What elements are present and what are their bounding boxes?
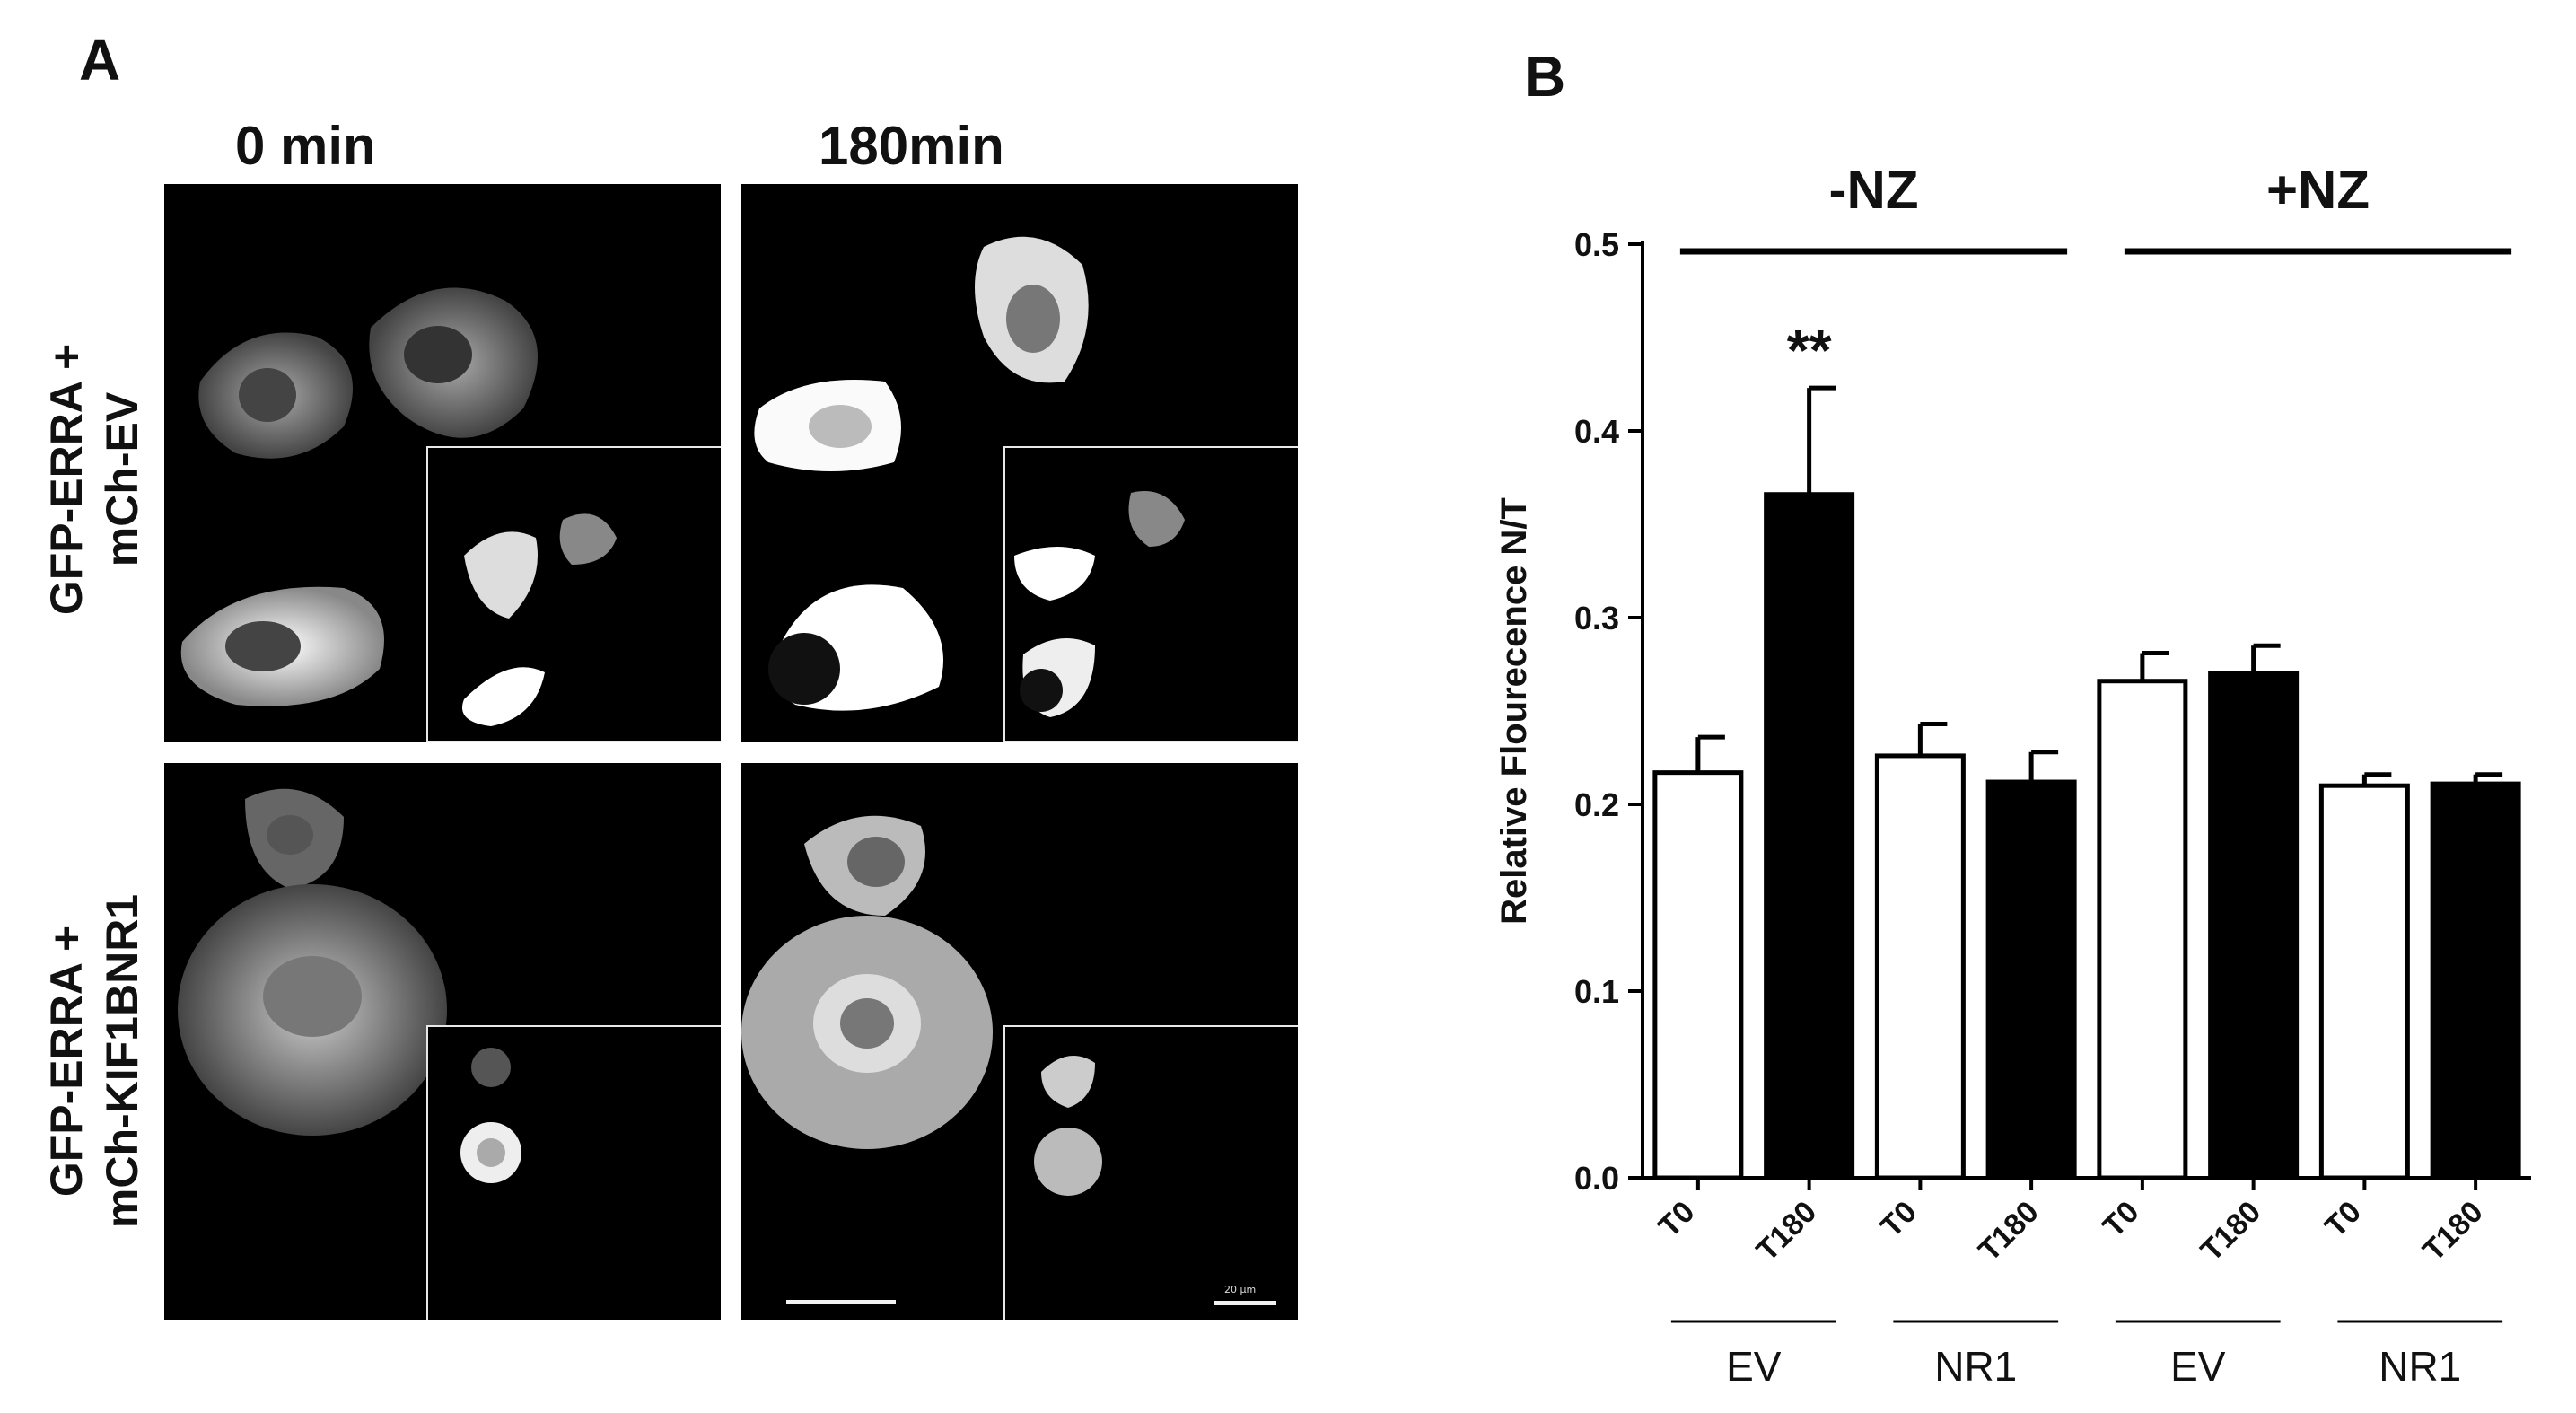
x-tick-label: T0 — [2318, 1195, 2368, 1244]
micrograph-ev-180min — [741, 184, 1298, 742]
column-label-180min: 180min — [819, 116, 1004, 176]
condition-label: -NZ — [1829, 160, 1919, 220]
x-tick-label: T180 — [2416, 1195, 2490, 1268]
row-label-ev: GFP-ERRA + mCh-EV — [39, 300, 150, 659]
micrograph-ev-0min — [164, 184, 721, 742]
bar — [1652, 770, 1744, 1180]
bar — [2208, 671, 2300, 1180]
y-tick-label: 0.0 — [1574, 1160, 1619, 1197]
micrograph-nr1-0min-cells — [178, 788, 447, 1136]
inset-nr1-0min-cells — [460, 1048, 521, 1183]
row-label-ev-line2: mCh-EV — [97, 391, 147, 567]
row-label-nr1: GFP-ERRA + mCh-KIF1BNR1 — [39, 841, 150, 1281]
y-tick-label: 0.5 — [1574, 226, 1619, 263]
bar — [2430, 781, 2521, 1180]
group-label: NR1 — [1934, 1343, 2017, 1390]
inset-ev-0min-cells — [462, 513, 617, 726]
x-tick-label: T180 — [2195, 1195, 2268, 1268]
bar — [1874, 753, 1966, 1180]
condition-label: +NZ — [2266, 160, 2370, 220]
bar — [1764, 492, 1855, 1180]
bar — [2097, 679, 2188, 1180]
inset-nr1-180min: 20 μm — [1003, 1025, 1298, 1320]
y-tick-label: 0.1 — [1574, 973, 1619, 1010]
x-tick-label: T0 — [2097, 1195, 2146, 1244]
x-tick-label: T0 — [1652, 1195, 1702, 1244]
scale-bar-main — [786, 1300, 896, 1304]
x-tick-label: T0 — [1874, 1195, 1923, 1244]
bar — [2318, 783, 2410, 1180]
group-label: EV — [2170, 1343, 2226, 1390]
y-tick-label: 0.3 — [1574, 600, 1619, 636]
micrograph-ev-180min-cells — [754, 236, 1089, 711]
column-label-0min: 0 min — [235, 116, 376, 176]
scale-bar-inset-label: 20 μm — [1224, 1284, 1257, 1295]
panel-letter-a: A — [79, 28, 121, 92]
x-tick-label: T180 — [1750, 1195, 1824, 1268]
row-label-nr1-line1: GFP-ERRA + — [41, 925, 92, 1198]
row-label-nr1-line2: mCh-KIF1BNR1 — [97, 893, 147, 1229]
bar — [1985, 779, 2077, 1180]
micrograph-nr1-180min-cells — [741, 815, 993, 1149]
micrograph-nr1-180min: 20 μm — [741, 763, 1298, 1320]
x-tick-label: T180 — [1972, 1195, 2046, 1268]
group-label: NR1 — [2379, 1343, 2461, 1390]
scale-bar-inset — [1214, 1301, 1276, 1305]
y-axis-label: Relative Flourecence N/T — [1494, 497, 1534, 925]
bar-chart: 0.0 0.1 0.2 0.3 0.4 0.5 Relative Flourecence N… — [1494, 160, 2531, 1390]
y-tick-label: 0.4 — [1574, 413, 1619, 450]
inset-ev-0min — [426, 446, 721, 742]
significance-label: ** — [1787, 318, 1832, 382]
inset-nr1-0min — [426, 1025, 721, 1320]
row-label-ev-line1: GFP-ERRA + — [41, 343, 92, 616]
inset-ev-180min — [1003, 446, 1298, 742]
micrograph-ev-0min-cells — [180, 287, 538, 706]
panel-letter-b: B — [1524, 44, 1566, 109]
inset-ev-180min-cells — [1014, 491, 1185, 717]
micrograph-nr1-0min — [164, 763, 721, 1320]
inset-nr1-180min-cells — [1034, 1056, 1102, 1196]
y-tick-label: 0.2 — [1574, 786, 1619, 823]
group-label: EV — [1726, 1343, 1782, 1390]
